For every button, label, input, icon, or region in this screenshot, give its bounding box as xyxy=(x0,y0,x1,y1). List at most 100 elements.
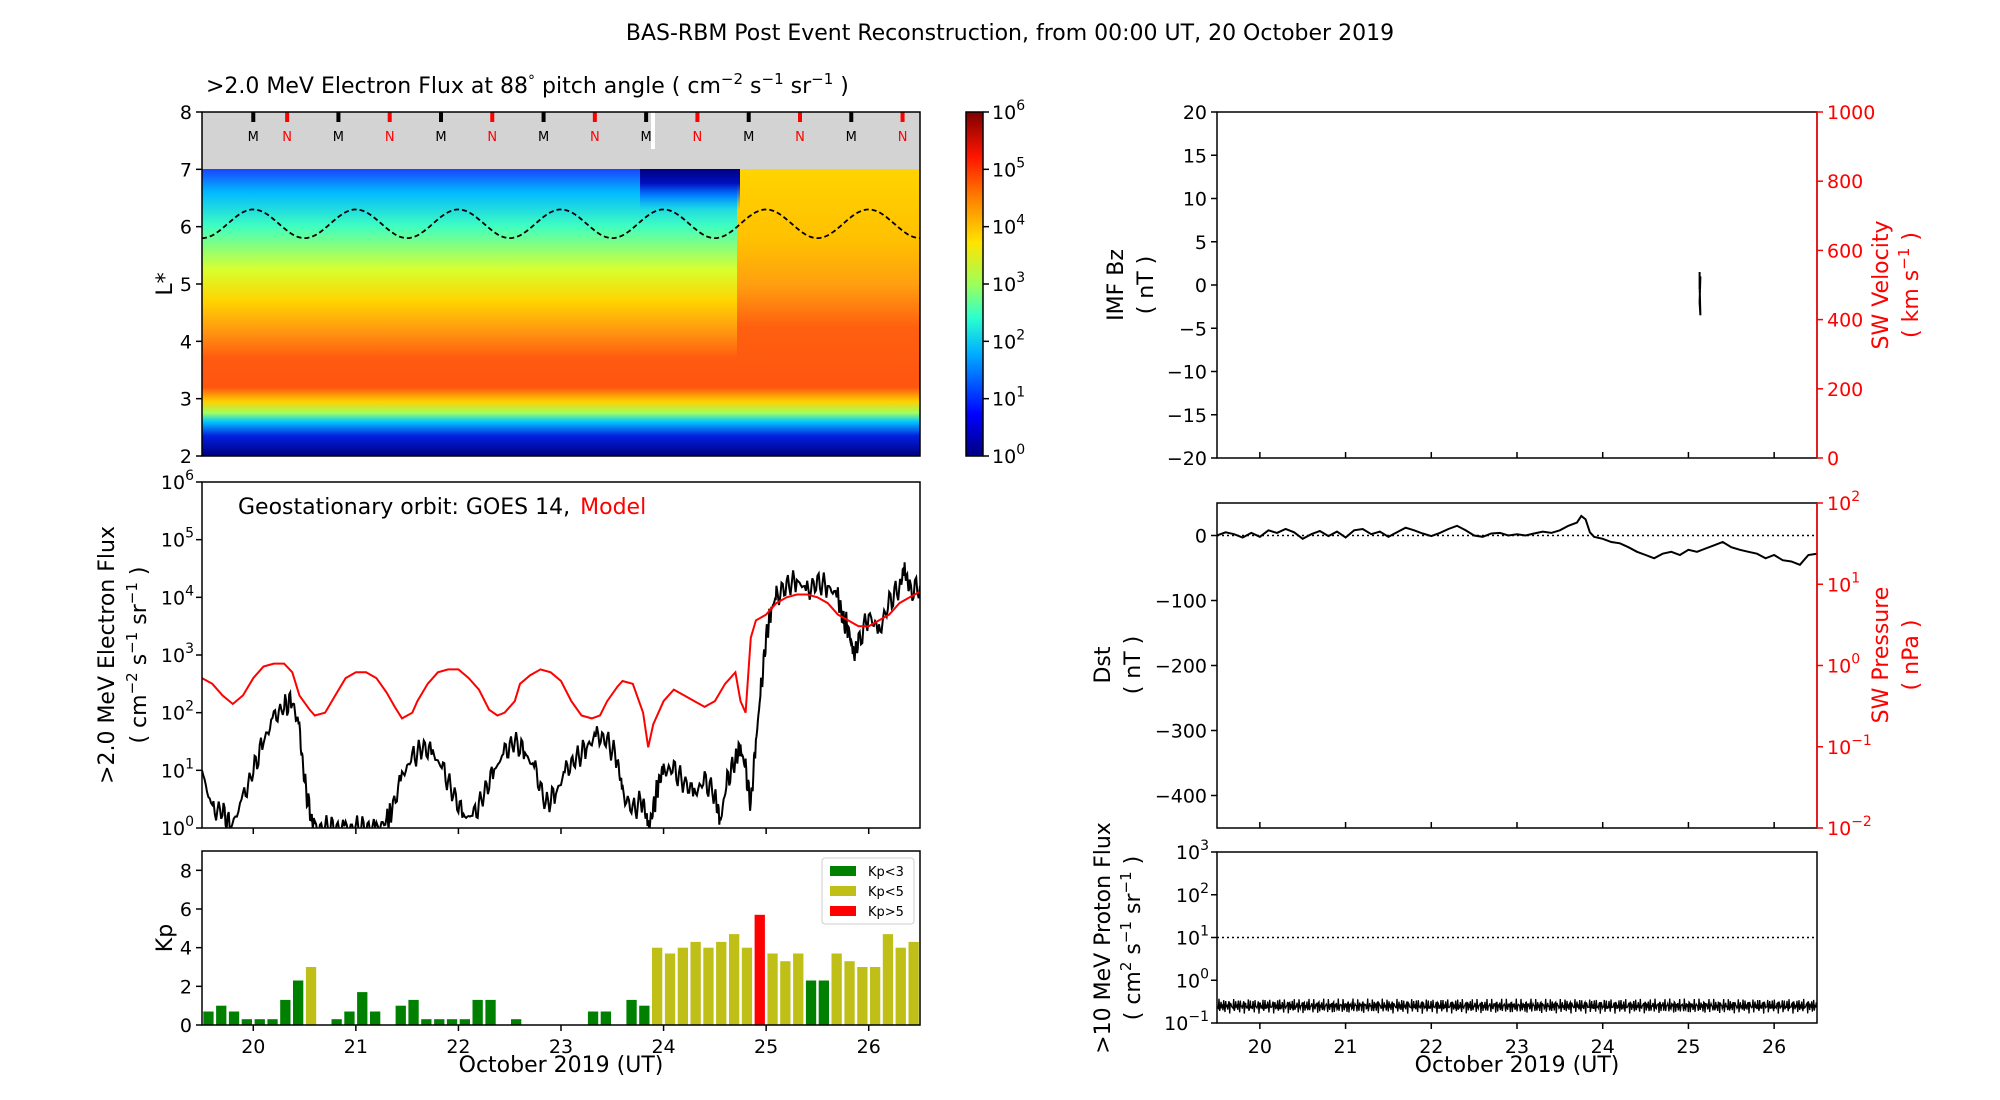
proton-y-tick-label: 10−1 xyxy=(1164,1009,1209,1035)
imf-y-tick-label: 5 xyxy=(1195,232,1207,254)
kp-legend-swatch-red xyxy=(830,906,856,916)
colorbar-ticks: 106 105 104 103 102 101 100 xyxy=(983,98,1025,468)
kp-y-tick-label: 4 xyxy=(180,938,192,960)
proton-ylabel-line2: ( cm2 s−1 sr−1 ) xyxy=(1117,856,1146,1020)
kp-bar xyxy=(511,1019,522,1025)
dst-right-ylabel-line1: SW Pressure xyxy=(1869,587,1894,724)
colorbar: 106 105 104 103 102 101 100 xyxy=(965,98,1025,468)
kp-legend-swatch-yellow xyxy=(830,886,856,896)
kp-y-tick-label: 2 xyxy=(180,976,192,998)
kp-x-tick-label: 25 xyxy=(754,1036,778,1058)
dst-right-y-tick-label: 100 xyxy=(1827,652,1860,678)
dst-y-tick-label: −100 xyxy=(1155,591,1207,613)
kp-bar xyxy=(228,1011,240,1025)
kp-y-tick-label: 8 xyxy=(180,860,192,882)
geo-flux-y-axis: 106 105 104 103 102 101 100 xyxy=(161,468,202,840)
kp-bar xyxy=(472,999,483,1025)
imf-y-tick-label: 10 xyxy=(1183,189,1207,211)
kp-bar xyxy=(421,1019,432,1025)
proton-y-tick-label: 101 xyxy=(1176,924,1209,950)
imf-ylabel-line2: ( nT ) xyxy=(1134,256,1159,315)
kp-bar xyxy=(626,999,637,1025)
proton-y-tick-label: 102 xyxy=(1176,881,1209,907)
kp-bar xyxy=(600,1011,611,1025)
mlt-marker-label: M xyxy=(846,130,857,145)
kp-bar xyxy=(293,980,304,1025)
mlt-marker-label: M xyxy=(435,130,446,145)
imf-y-tick-label: 15 xyxy=(1183,145,1207,167)
geo-annotation-model: Model xyxy=(580,495,646,520)
proton-x-tick-label: 20 xyxy=(1248,1036,1272,1058)
kp-y-tick-label: 0 xyxy=(180,1015,192,1037)
kp-x-tick-label: 23 xyxy=(549,1036,573,1058)
proton-x-tick-label: 21 xyxy=(1333,1036,1357,1058)
proton-y-tick-label: 100 xyxy=(1176,966,1209,992)
colorbar-tick-label: 103 xyxy=(992,270,1025,296)
kp-bar xyxy=(741,947,753,1025)
kp-bar xyxy=(395,1005,406,1025)
proton-x-tick-label: 22 xyxy=(1419,1036,1443,1058)
kp-legend-swatch-green xyxy=(830,866,856,876)
kp-bar xyxy=(254,1019,265,1025)
colorbar-tick-label: 102 xyxy=(992,327,1025,353)
kp-bar xyxy=(446,1019,458,1025)
kp-bar xyxy=(241,1019,252,1025)
kp-bar xyxy=(818,980,829,1025)
flux-map-y-tick-label: 2 xyxy=(180,446,192,468)
mlt-marker-label: N xyxy=(795,130,805,145)
imf-x-ticks xyxy=(1259,452,1775,458)
imf-right-y-tick-label: 800 xyxy=(1827,171,1863,193)
geo-orbit-L-curve xyxy=(202,208,920,239)
proton-x-tick-label: 25 xyxy=(1676,1036,1700,1058)
kp-x-tick-label: 22 xyxy=(446,1036,470,1058)
figure-title: BAS-RBM Post Event Reconstruction, from … xyxy=(626,21,1394,46)
mlt-marker-label: N xyxy=(282,130,292,145)
flux-map-field-late xyxy=(737,169,920,456)
kp-bar xyxy=(652,947,663,1025)
flux-map-y-tick-label: 8 xyxy=(180,102,192,124)
imf-right-y-tick-label: 1000 xyxy=(1827,102,1875,124)
kp-x-tick-label: 20 xyxy=(241,1036,265,1058)
kp-bar xyxy=(267,1019,278,1025)
geo-ylabel-line1: >2.0 MeV Electron Flux xyxy=(95,526,120,784)
colorbar-tick-label: 104 xyxy=(992,213,1025,239)
kp-bar xyxy=(331,1019,342,1025)
proton-flux-line xyxy=(1217,998,1817,1014)
kp-bar xyxy=(844,961,855,1025)
goes14-flux-line xyxy=(202,562,920,828)
geo-ylabel-line2: ( cm−2 s−1 sr−1 ) xyxy=(123,566,152,743)
kp-bar xyxy=(587,1011,599,1025)
dst-y-tick-label: −400 xyxy=(1155,786,1207,808)
kp-bars xyxy=(203,914,970,1025)
imf-right-ylabel-line2: ( km s−1 ) xyxy=(1895,232,1924,338)
imf-ylabel-line1: IMF Bz xyxy=(1104,249,1129,321)
dst-right-y-axis: 102 101 100 10−1 10−2 xyxy=(1817,489,1872,840)
imf-y-tick-label: −10 xyxy=(1167,362,1207,384)
kp-bar xyxy=(357,992,368,1025)
flux-map-ylabel: L* xyxy=(153,272,178,295)
kp-bar xyxy=(690,941,701,1025)
geo-flux-frame xyxy=(201,481,921,829)
colorbar-tick-label: 105 xyxy=(992,155,1025,181)
kp-bar xyxy=(729,934,740,1025)
proton-x-tick-label: 26 xyxy=(1762,1036,1786,1058)
geo-y-tick-label: 105 xyxy=(161,526,194,552)
dst-right-y-tick-label: 101 xyxy=(1827,570,1860,596)
proton-x-tick-label: 24 xyxy=(1591,1036,1615,1058)
kp-bar xyxy=(280,999,291,1025)
mlt-marker-label: N xyxy=(385,130,395,145)
proton-x-axis: 20 21 22 23 24 25 26 xyxy=(1248,1023,1786,1058)
dst-y-tick-label: −300 xyxy=(1155,721,1207,743)
imf-y-tick-label: 20 xyxy=(1183,102,1207,124)
kp-bar xyxy=(664,953,676,1025)
flux-map-title: >2.0 MeV Electron Flux at 88° pitch angl… xyxy=(206,70,849,99)
kp-bar xyxy=(960,948,970,1025)
mlt-marker-label: N xyxy=(898,130,908,145)
kp-ylabel: Kp xyxy=(153,924,178,952)
kp-legend-label-yellow: Kp<5 xyxy=(868,885,904,900)
dst-right-y-tick-label: 10−1 xyxy=(1827,733,1872,759)
kp-bar xyxy=(344,1011,355,1025)
proton-ylabel-line1: >10 MeV Proton Flux xyxy=(1091,822,1116,1054)
